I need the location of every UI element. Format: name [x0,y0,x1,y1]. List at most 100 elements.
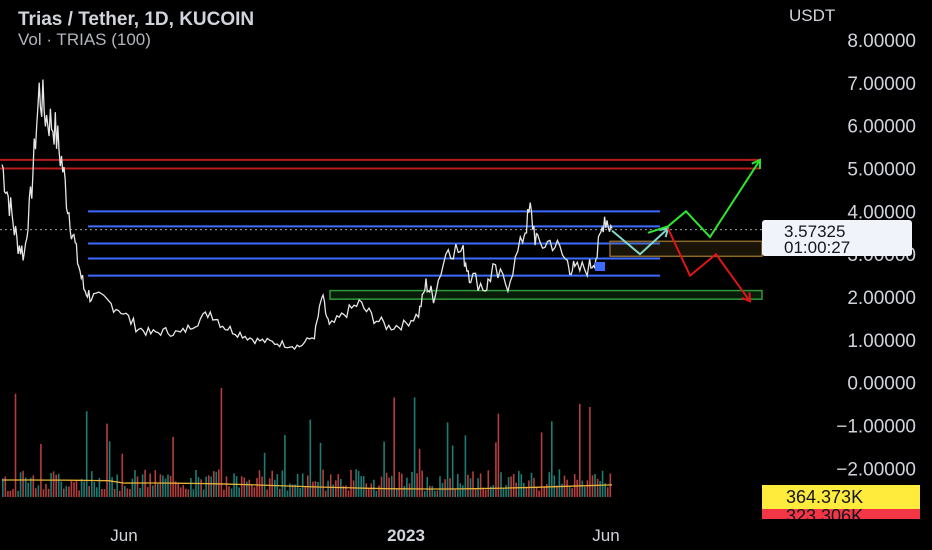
volume-bar [530,472,533,497]
volume-bar [35,488,37,497]
volume-bar [246,481,248,497]
volume-bar [368,488,370,497]
volume-bar [393,397,395,497]
volume-bar [263,452,266,497]
volume-bar [129,489,131,497]
volume-bar [162,475,164,497]
volume-bar [93,481,96,497]
volume-bar [65,486,68,497]
volume-bar [281,470,284,497]
volume-bar [558,469,561,497]
volume-bar [350,469,352,497]
volume-bar [37,485,40,497]
x-tick-label: Jun [110,526,137,545]
volume-bar [497,413,500,497]
volume-bar [352,480,355,497]
forecast-neutral-arrowhead [658,227,670,238]
volume-bar [355,469,357,497]
volume-bar [505,485,507,497]
volume-bar [101,489,103,497]
volume-bar [319,442,322,497]
volume-bar [403,486,406,497]
volume-bar [116,474,118,497]
volume-bar [606,487,609,497]
volume-bar [543,487,545,497]
time-axis-strip [0,522,762,550]
volume-bar [556,485,558,497]
volume-bar [446,422,449,497]
volume-bar [540,432,543,497]
volume-bar [197,477,200,497]
currency-label: USDT [789,6,835,25]
volume-bar [83,481,85,497]
volume-bar [164,478,167,497]
volume-bar [579,403,581,497]
volume-bar [396,489,398,497]
volume-bar [329,474,332,497]
volume-bar [507,477,510,497]
volume-bar [418,448,421,497]
y-tick-label: 4.00000 [847,202,916,223]
volume-bar [70,481,73,497]
volume-bar [113,488,116,497]
volume-bar [314,481,317,497]
volume-bar [301,473,304,497]
volume-badge [762,509,920,519]
volume-bar [177,483,179,497]
volume-ma-value: 364.373K [786,487,863,507]
volume-bar [73,482,75,497]
volume-bar [538,490,540,497]
volume-bar [566,479,568,497]
volume-bar [182,484,185,497]
volume-bar [332,484,334,497]
volume-bar [479,473,482,497]
volume-bar [596,479,599,497]
volume-bar [75,481,78,497]
volume-bar [91,471,93,497]
volume-bar [190,478,192,497]
chart-title: Trias / Tether, 1D, KUCOIN [18,9,255,30]
volume-bar [324,490,327,497]
volume-bar [347,490,350,497]
volume-bar [520,474,523,497]
volume-bar [362,476,365,497]
volume-bar [240,476,243,497]
volume-bar [444,479,446,497]
volume-bar [568,487,571,497]
volume-bar [12,489,14,497]
volume-bar [423,490,426,497]
volume-bar [601,470,604,497]
volume-bar [482,487,484,497]
volume-bar [2,478,4,497]
forecast-neutral [611,227,669,256]
forecast-red [667,228,751,302]
volume-bar [581,480,584,497]
volume-bar [454,488,456,497]
volume-bar [469,478,472,497]
volume-bar [390,475,393,497]
volume-bar [304,487,307,497]
volume-bar [431,486,434,497]
volume-bar [383,441,385,497]
volume-bar [63,488,65,497]
volume-bar [96,487,98,497]
x-tick-label: Jun [592,526,619,545]
volume-bar [345,485,347,497]
volume-bar [551,421,553,497]
volume-ma-badge [762,485,920,509]
volume-bar [586,480,589,497]
y-tick-label: −1.00000 [836,417,916,438]
volume-bar [88,486,90,497]
volume-value: 323.306K [786,506,863,526]
volume-bar [210,476,212,497]
volume-bar [515,482,517,497]
volume-bar [131,478,134,497]
y-tick-label: 5.00000 [847,160,916,181]
volume-bar [370,483,373,497]
volume-bar [604,483,606,497]
volume-bar [411,472,413,497]
volume-bar [357,470,360,497]
volume-bar [459,483,462,497]
